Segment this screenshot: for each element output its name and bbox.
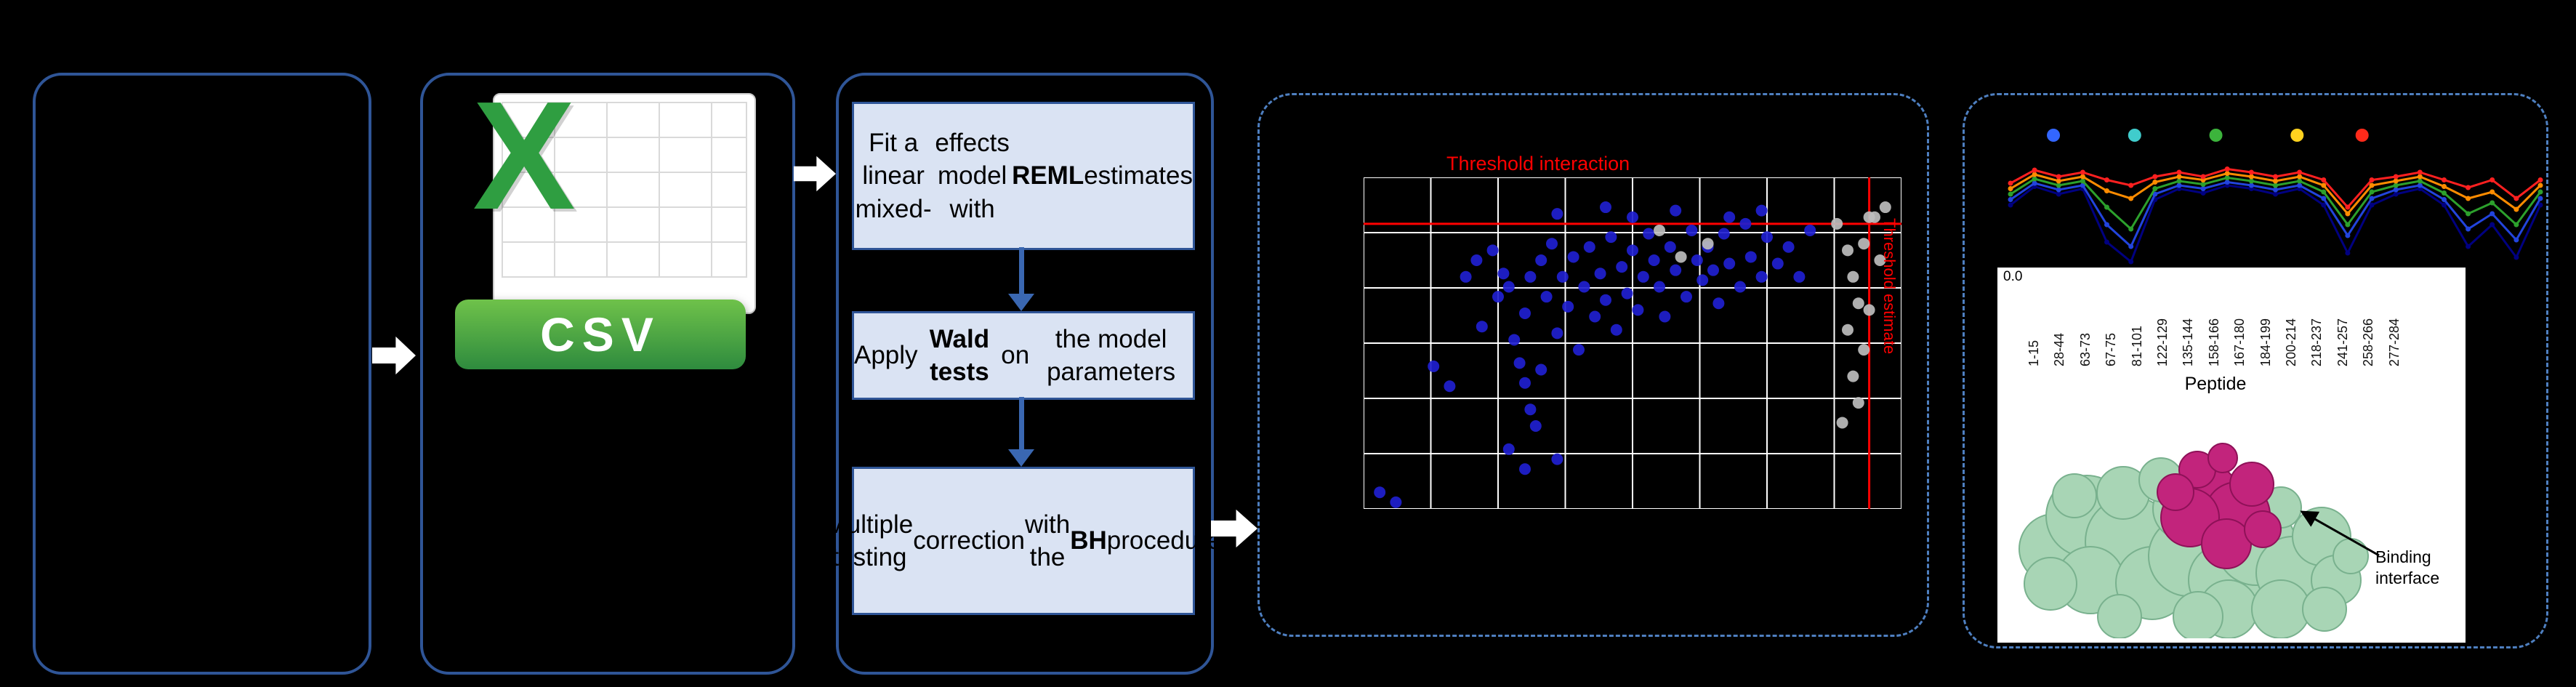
peptide-axis-title: Peptide: [2184, 374, 2247, 394]
peptide-label: 158-166: [2206, 318, 2221, 366]
peptide-label: 135-144: [2181, 318, 2196, 366]
flow-step-reml: Fit a linear mixed-effects model with REM…: [852, 102, 1195, 250]
threshold-interaction-label: Threshold interaction: [1446, 153, 1630, 174]
spreadsheet-grid: [502, 102, 747, 278]
arrow-head: [1008, 449, 1034, 467]
peptide-label: 167-180: [2232, 318, 2247, 366]
excel-x-logo: X: [472, 69, 576, 241]
peptide-axis-labels: 1-15 28-44 63-73 67-75 81-101 122-129 135-144 1…: [1997, 273, 2466, 366]
peptide-label: 200-214: [2284, 318, 2298, 366]
protein-structure: [2018, 443, 2369, 638]
peptide-label: 277-284: [2386, 318, 2402, 366]
binding-interface-note: Binding interface: [2375, 547, 2466, 589]
binding-interface-region: [2157, 443, 2282, 569]
peptide-label: 63-73: [2077, 332, 2093, 366]
peptide-label: 184-199: [2258, 318, 2273, 366]
flow-step-wald: Apply Wald tests on the model parameters: [852, 311, 1195, 400]
panel-volcano-plot: [1257, 93, 1929, 637]
arrow-stem: [1018, 397, 1024, 449]
peptide-label: 81-101: [2129, 325, 2144, 366]
right-arrow-icon: [372, 336, 416, 375]
uptake-line-chart: [2008, 129, 2543, 265]
peptide-label: 67-75: [2104, 332, 2119, 366]
peptide-label: 28-44: [2052, 332, 2067, 366]
arrow-head: [1008, 294, 1034, 311]
panel-csv-file: [420, 73, 795, 675]
flow-step-bh: Multiple testing correction with the BH pr…: [826, 467, 1221, 615]
panel-input-blank: [33, 73, 371, 675]
threshold-estimate-label: Threshold estimate: [1880, 218, 1899, 355]
csv-file-icon: X CSV: [445, 76, 765, 378]
peptide-label: 122-129: [2155, 318, 2170, 366]
csv-label-banner: CSV: [455, 300, 746, 369]
arrow-stem: [1018, 247, 1024, 294]
panel-structure-result: [1963, 93, 2548, 648]
peptide-structure-box: 0.0 1-15 28-44 63-73 67-75 81-101 122-129 135-…: [1997, 268, 2466, 643]
peptide-label: 1-15: [2026, 340, 2041, 366]
annotation-arrow-icon: [2300, 510, 2380, 557]
scatter-plot: [1364, 177, 1901, 509]
panel-statistics-flow: [836, 73, 1214, 675]
peptide-label: 241-257: [2335, 318, 2350, 366]
y-axis-tick: 0.0: [2003, 269, 2023, 284]
down-arrow-icon: [1005, 247, 1038, 311]
binding-note-line1: Binding: [2375, 547, 2431, 566]
peptide-label: 258-266: [2361, 318, 2376, 366]
down-arrow-icon: [1005, 397, 1038, 467]
binding-note-line2: interface: [2375, 568, 2440, 587]
peptide-label: 218-237: [2309, 318, 2325, 366]
right-arrow-icon: [794, 156, 836, 192]
